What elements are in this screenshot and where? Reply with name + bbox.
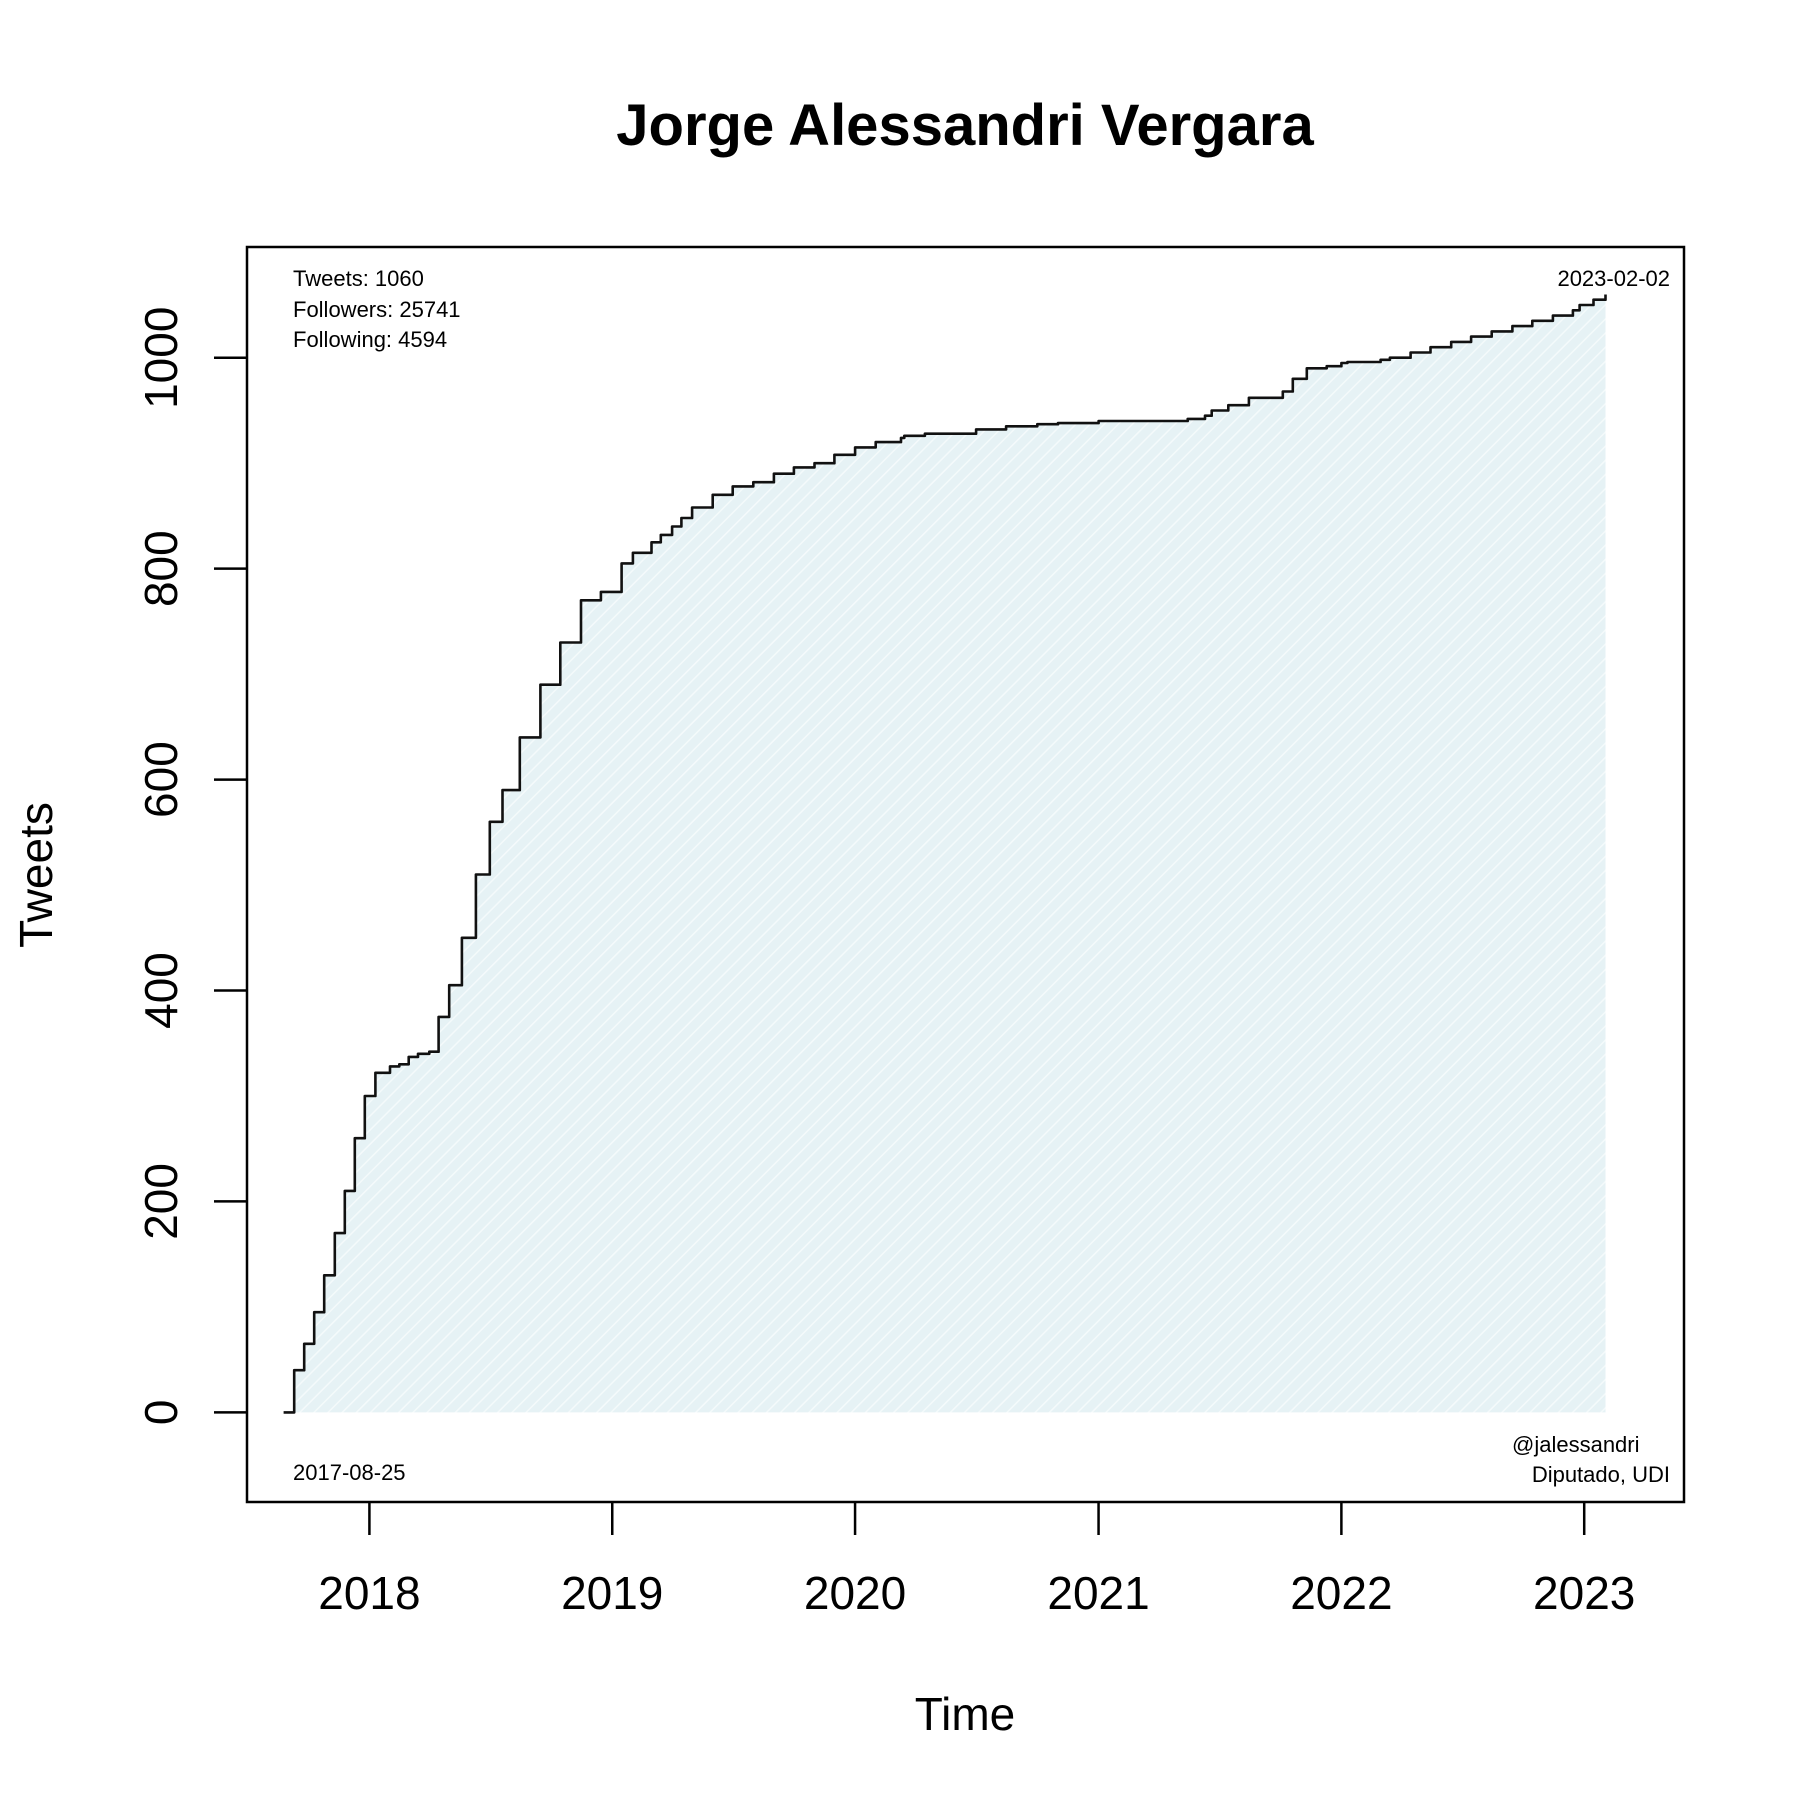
chart-title: Jorge Alessandri Vergara <box>616 93 1314 158</box>
y-tick-label-800: 800 <box>135 530 187 607</box>
series-line <box>283 294 1607 1414</box>
handle-label: @jalessandri <box>1512 1432 1640 1457</box>
y-tick-label-1000: 1000 <box>135 307 187 409</box>
plot-area <box>283 294 1607 1414</box>
x-tick-label-2020: 2020 <box>804 1567 906 1619</box>
role-label: Diputado, UDI <box>1532 1462 1670 1487</box>
x-tick-label-2021: 2021 <box>1047 1567 1149 1619</box>
start-date-label: 2017-08-25 <box>293 1460 406 1485</box>
followers-count-label: Followers: 25741 <box>293 297 461 322</box>
x-tick-label-2019: 2019 <box>561 1567 663 1619</box>
series-area-fill <box>283 294 1606 1413</box>
y-axis: 0 200 400 600 800 1000 <box>135 307 247 1426</box>
x-tick-label-2022: 2022 <box>1290 1567 1392 1619</box>
x-tick-label-2018: 2018 <box>318 1567 420 1619</box>
y-tick-label-600: 600 <box>135 741 187 818</box>
y-tick-label-0: 0 <box>135 1400 187 1426</box>
following-count-label: Following: 4594 <box>293 327 447 352</box>
y-tick-label-400: 400 <box>135 952 187 1029</box>
tweets-count-label: Tweets: 1060 <box>293 266 424 291</box>
x-axis-title: Time <box>915 1688 1016 1740</box>
y-tick-label-200: 200 <box>135 1163 187 1240</box>
y-axis-title: Tweets <box>10 802 62 948</box>
end-date-label: 2023-02-02 <box>1557 266 1670 291</box>
plot-frame <box>245 245 1686 1504</box>
x-axis: 2018 2019 2020 2021 2022 2023 <box>318 1502 1635 1619</box>
x-tick-label-2023: 2023 <box>1533 1567 1635 1619</box>
